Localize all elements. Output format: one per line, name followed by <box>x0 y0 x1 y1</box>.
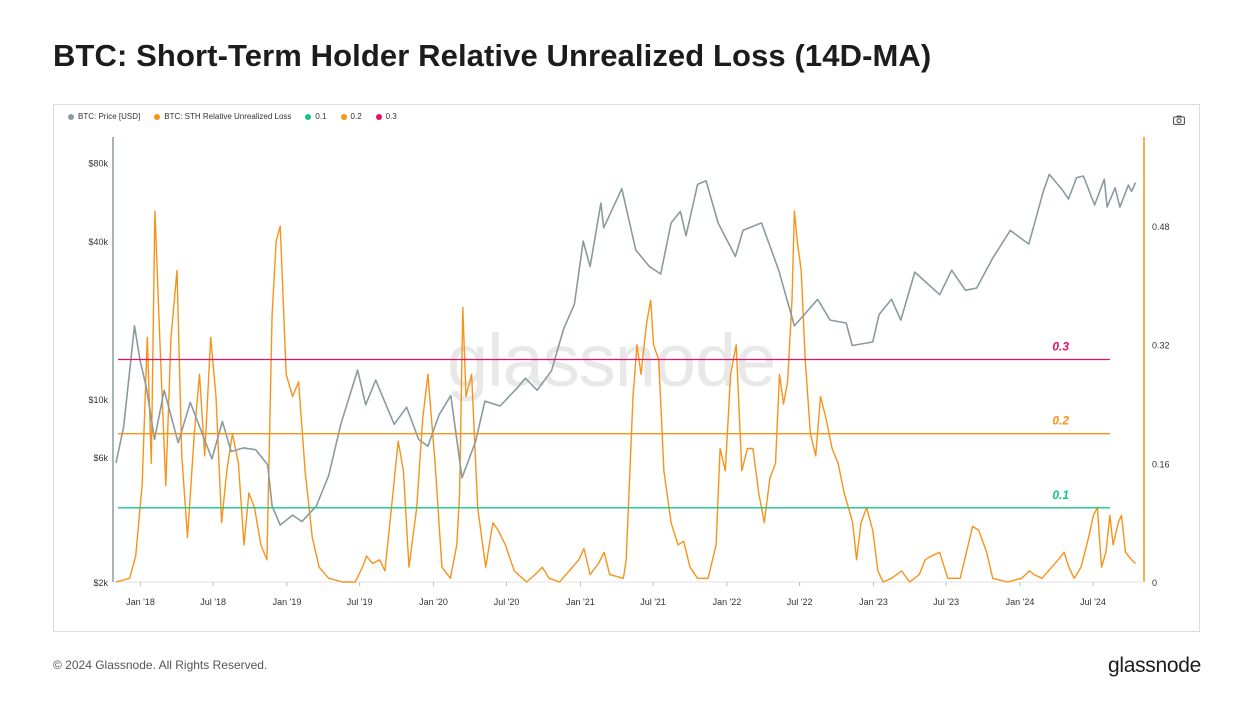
sth-loss-series-line <box>115 210 1137 583</box>
x-tick-label: Jan '22 <box>713 597 742 607</box>
legend-item-sth-loss[interactable]: BTC: STH Relative Unrealized Loss <box>154 112 291 121</box>
x-tick-label: Jan '21 <box>566 597 595 607</box>
legend-item-0-2[interactable]: 0.2 <box>340 112 362 121</box>
legend-dot-0-2 <box>340 113 347 120</box>
legend-item-0-1[interactable]: 0.1 <box>305 112 327 121</box>
chart-title: BTC: Short-Term Holder Relative Unrealiz… <box>53 38 932 73</box>
x-tick-label: Jan '19 <box>273 597 302 607</box>
y-left-tick-label: $2k <box>93 578 108 588</box>
legend-label-0-3: 0.3 <box>385 112 397 121</box>
y-left-tick-label: $10k <box>88 395 108 405</box>
brand-logo: glassnode <box>1107 654 1201 677</box>
legend-label-0-1: 0.1 <box>315 112 327 121</box>
x-tick-label: Jul '18 <box>200 597 226 607</box>
legend-item-price[interactable]: BTC: Price [USD] <box>68 112 140 121</box>
price-series-line <box>115 173 1137 526</box>
threshold-label-0-3: 0.3 <box>1052 340 1069 354</box>
y-right-tick-label: 0.32 <box>1152 341 1170 351</box>
x-tick-label: Jul '24 <box>1080 597 1106 607</box>
legend-item-0-3[interactable]: 0.3 <box>375 112 397 121</box>
x-tick-label: Jan '18 <box>126 597 155 607</box>
copyright-footer: © 2024 Glassnode. All Rights Reserved. <box>53 658 268 672</box>
legend-dot-0-3 <box>375 113 382 120</box>
x-tick-label: Jul '23 <box>933 597 959 607</box>
threshold-label-0-1: 0.1 <box>1052 488 1069 502</box>
camera-icon[interactable] <box>1173 115 1185 125</box>
y-right-tick-label: 0.16 <box>1152 459 1170 469</box>
legend-dot-sth-loss <box>154 113 161 120</box>
y-left-tick-label: $40k <box>88 237 108 247</box>
y-left-tick-label: $6k <box>93 453 108 463</box>
x-tick-label: Jan '20 <box>419 597 448 607</box>
x-tick-label: Jul '22 <box>787 597 813 607</box>
legend-dot-price <box>68 113 74 120</box>
y-left-tick-label: $80k <box>88 158 108 168</box>
x-tick-label: Jul '21 <box>640 597 666 607</box>
threshold-label-0-2: 0.2 <box>1052 414 1069 428</box>
y-right-tick-label: 0.48 <box>1152 222 1170 232</box>
legend-label-0-2: 0.2 <box>350 112 362 121</box>
x-tick-label: Jan '23 <box>859 597 888 607</box>
chart-legend: BTC: Price [USD] BTC: STH Relative Unrea… <box>68 112 411 121</box>
x-tick-label: Jul '20 <box>494 597 520 607</box>
legend-label-sth-loss: BTC: STH Relative Unrealized Loss <box>164 112 292 121</box>
legend-dot-0-1 <box>305 113 312 120</box>
x-tick-label: Jul '19 <box>347 597 373 607</box>
y-right-tick-label: 0 <box>1152 578 1157 588</box>
x-tick-label: Jan '24 <box>1006 597 1035 607</box>
legend-label-price: BTC: Price [USD] <box>78 112 141 121</box>
